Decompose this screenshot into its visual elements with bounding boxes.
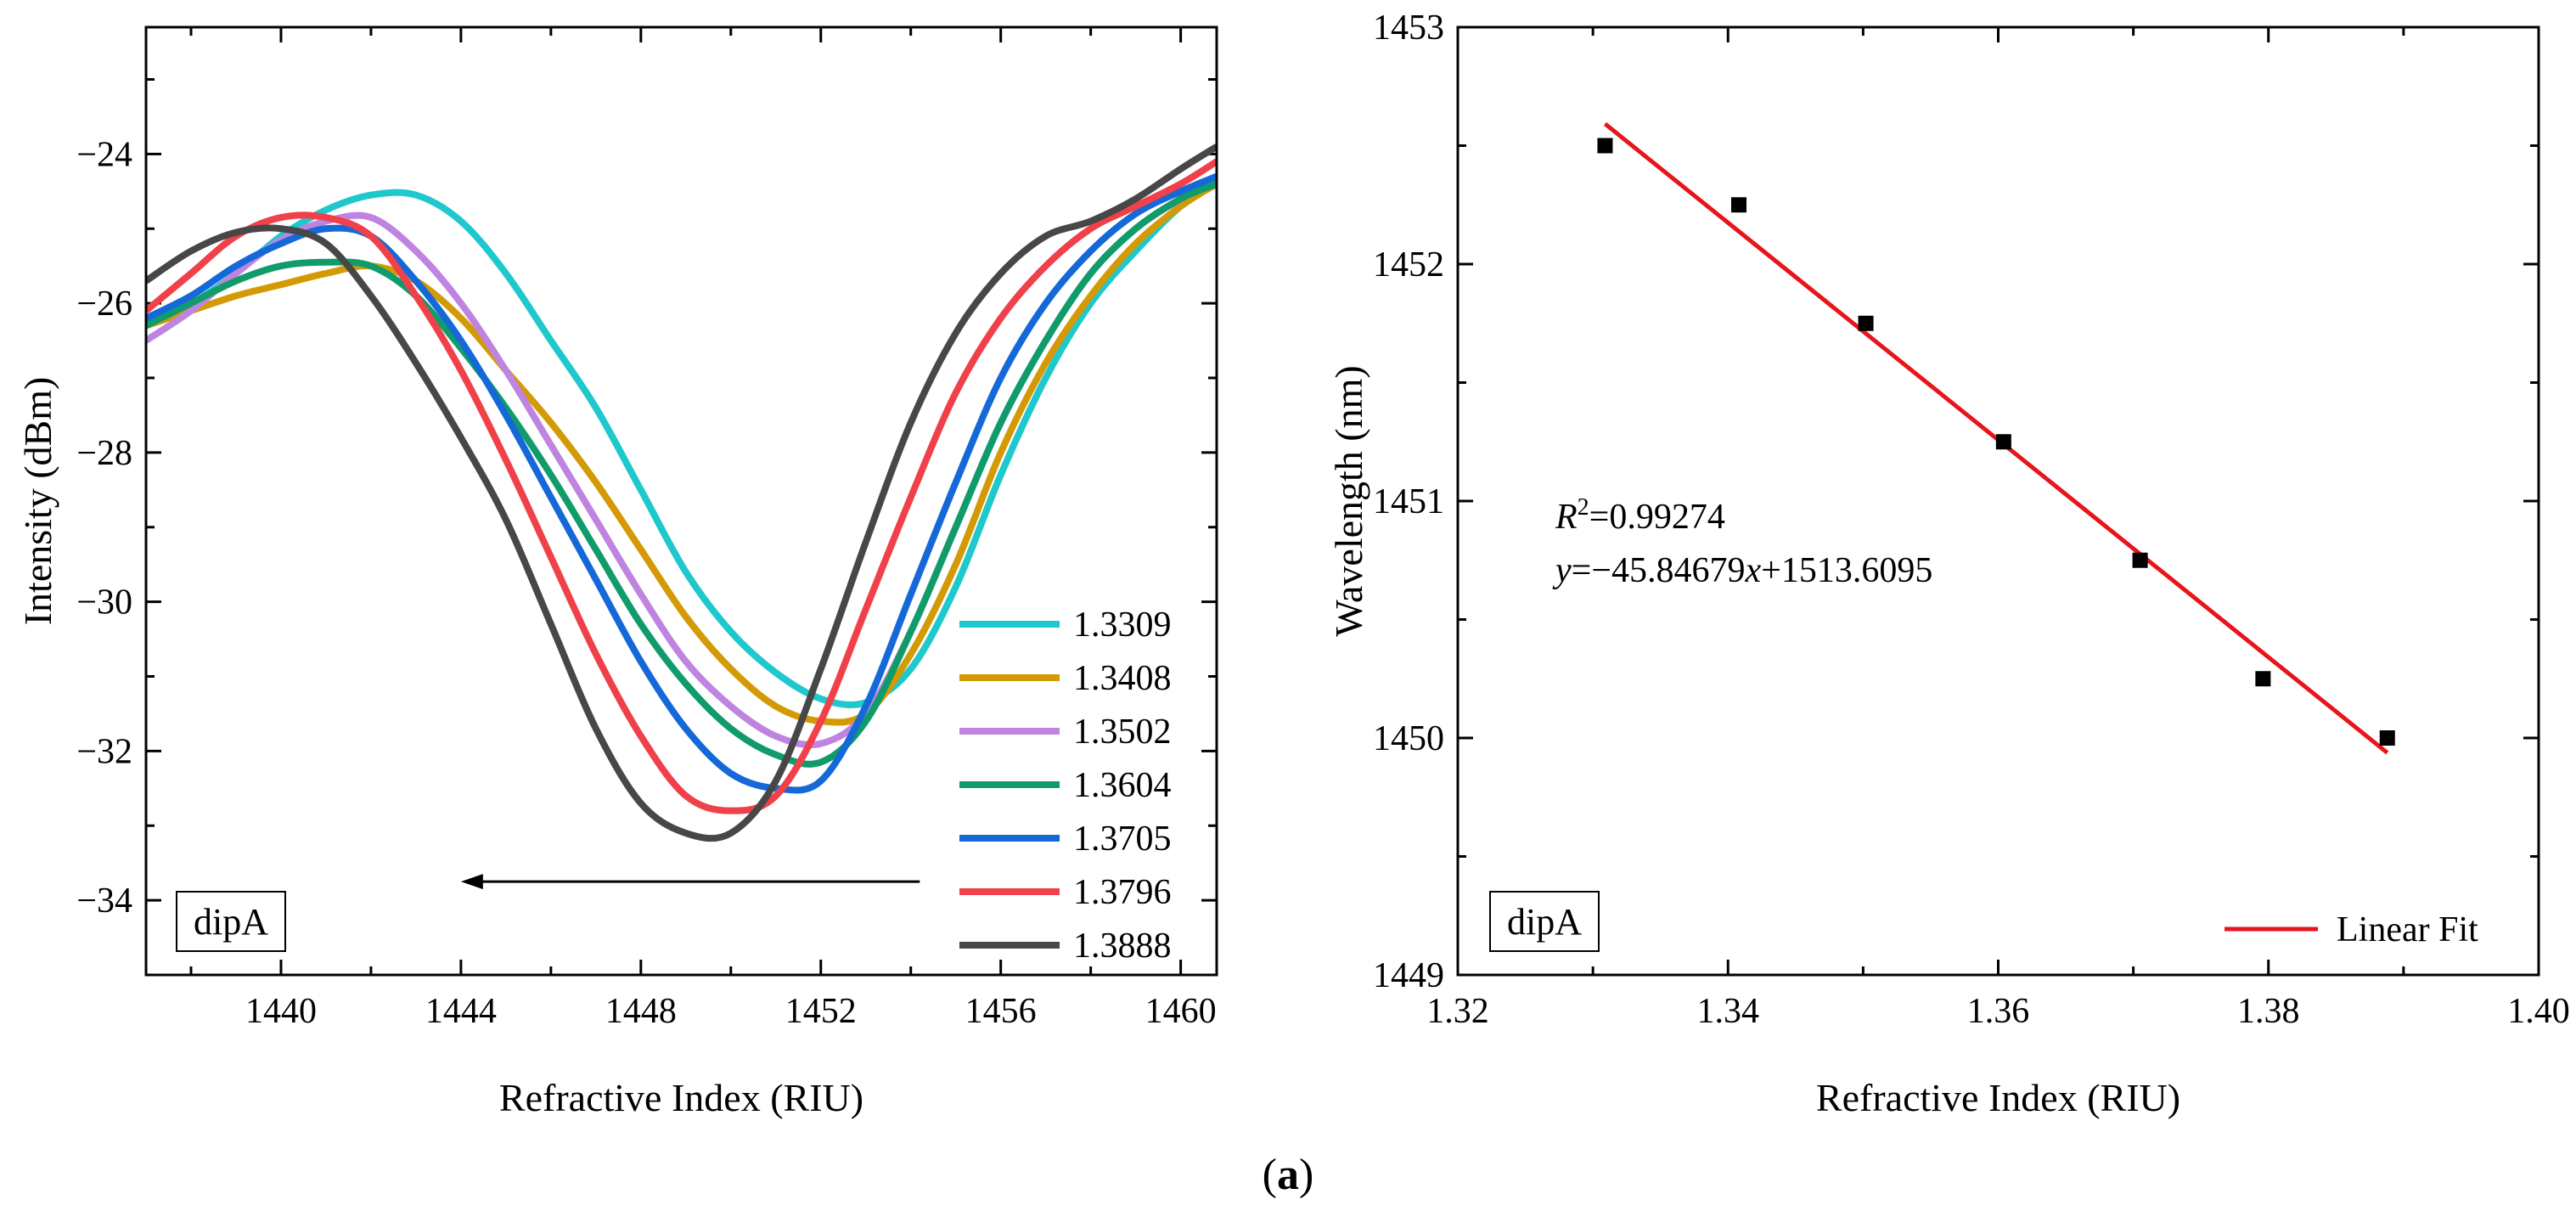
x-tick-label: 1448 — [605, 992, 677, 1031]
eq-x: x — [1745, 551, 1762, 590]
right-x-axis-title: Refractive Index (RIU) — [1816, 1076, 2180, 1119]
dipa-box — [1489, 891, 1600, 952]
fit-equation: R2=0.99274 y=−45.84679x+1513.6095 — [1552, 494, 1932, 590]
y-tick-label: 1449 — [1373, 956, 1444, 995]
left-chart: 1440 1444 1448 1452 1456 1460 −34 −32 −30 −28 −26 −… — [16, 25, 1218, 1119]
r2-symbol: R — [1555, 498, 1578, 537]
legend-label-1-3796: 1.3796 — [1073, 873, 1172, 912]
eq-slope: =−45.84679 — [1572, 551, 1746, 590]
x-tick-label: 1.32 — [1426, 992, 1489, 1031]
caption-letter: a — [1277, 1151, 1299, 1199]
series-line-1-3705 — [146, 173, 1217, 794]
left-legend: 1.3309 1.3408 1.3502 1.3604 1.3705 1.3796 1.38… — [959, 606, 1172, 966]
right-chart: 1.32 1.34 1.36 1.38 1.40 1449 1450 1451 1452 1453… — [1327, 8, 2570, 1119]
dipa-box — [176, 891, 286, 952]
eq-intercept: +1513.6095 — [1761, 551, 1932, 590]
series-line-1-3309 — [146, 181, 1217, 708]
legend-label-1-3408: 1.3408 — [1073, 659, 1172, 698]
y-tick-label: −28 — [76, 434, 132, 473]
fit-equation-text: y=−45.84679x+1513.6095 — [1552, 551, 1932, 590]
data-point — [1858, 315, 1874, 331]
dipa-text: dipA — [1507, 901, 1582, 943]
x-tick-label: 1.38 — [2237, 992, 2300, 1031]
x-tick-label: 1.36 — [1967, 992, 2030, 1031]
legend-label-1-3309: 1.3309 — [1073, 606, 1172, 645]
caption-open: ( — [1263, 1151, 1277, 1199]
left-dipa-label: dipA — [176, 891, 286, 952]
series-line-1-3796 — [146, 158, 1217, 814]
caption-close: ) — [1299, 1151, 1313, 1199]
series-line-1-3888 — [146, 144, 1217, 842]
y-tick-label: 1451 — [1373, 482, 1444, 521]
left-y-axis-title: Intensity (dBm) — [16, 377, 59, 626]
legend-label-1-3705: 1.3705 — [1073, 820, 1172, 859]
left-x-axis-title: Refractive Index (RIU) — [499, 1076, 863, 1119]
y-tick-label: −26 — [76, 284, 132, 324]
data-point — [2255, 671, 2271, 687]
series-line-1-3604 — [146, 180, 1217, 768]
x-tick-label: 1444 — [425, 992, 497, 1031]
right-y-axis-title: Wavelength (nm) — [1327, 365, 1370, 636]
left-plot-frame — [144, 25, 1218, 977]
data-point — [1597, 138, 1613, 154]
left-tick-labels: 1440 1444 1448 1452 1456 1460 −34 −32 −30 −28 −26 −… — [76, 135, 1216, 1031]
x-tick-label: 1.40 — [2507, 992, 2570, 1031]
x-tick-label: 1.34 — [1697, 992, 1760, 1031]
data-point — [1995, 434, 2011, 450]
y-tick-label: −34 — [76, 881, 132, 921]
r2-exponent: 2 — [1578, 494, 1589, 521]
right-data-points — [1597, 138, 2395, 746]
data-point — [2132, 552, 2148, 568]
y-tick-label: −30 — [76, 583, 132, 622]
x-tick-label: 1460 — [1145, 992, 1217, 1031]
data-point — [2379, 730, 2395, 746]
r-squared-text: R2=0.99274 — [1555, 494, 1725, 537]
legend-linear-fit-label: Linear Fit — [2337, 910, 2478, 949]
figure-caption: (a) — [1263, 1151, 1314, 1199]
left-series-group — [146, 144, 1217, 842]
y-tick-label: −24 — [76, 135, 132, 174]
eq-y: y — [1552, 551, 1572, 590]
x-tick-label: 1456 — [965, 992, 1037, 1031]
arrow-head — [460, 874, 483, 890]
y-tick-label: 1452 — [1373, 245, 1444, 284]
legend-label-1-3604: 1.3604 — [1073, 766, 1172, 805]
dipa-text: dipA — [194, 901, 268, 943]
x-tick-label: 1452 — [785, 992, 857, 1031]
y-tick-label: 1450 — [1373, 719, 1444, 758]
right-dipa-label: dipA — [1489, 891, 1600, 952]
legend-label-1-3502: 1.3502 — [1073, 713, 1172, 752]
y-tick-label: 1453 — [1373, 8, 1444, 48]
legend-label-1-3888: 1.3888 — [1073, 927, 1172, 966]
left-shift-arrow — [460, 874, 920, 890]
x-tick-label: 1440 — [245, 992, 317, 1031]
y-tick-label: −32 — [76, 732, 132, 771]
r2-value: =0.99274 — [1589, 498, 1725, 537]
right-legend: Linear Fit — [2224, 910, 2478, 949]
right-plot-frame — [1456, 25, 2540, 977]
right-tick-labels: 1.32 1.34 1.36 1.38 1.40 1449 1450 1451 1452 1453 — [1373, 8, 2570, 1031]
data-point — [1730, 197, 1746, 213]
